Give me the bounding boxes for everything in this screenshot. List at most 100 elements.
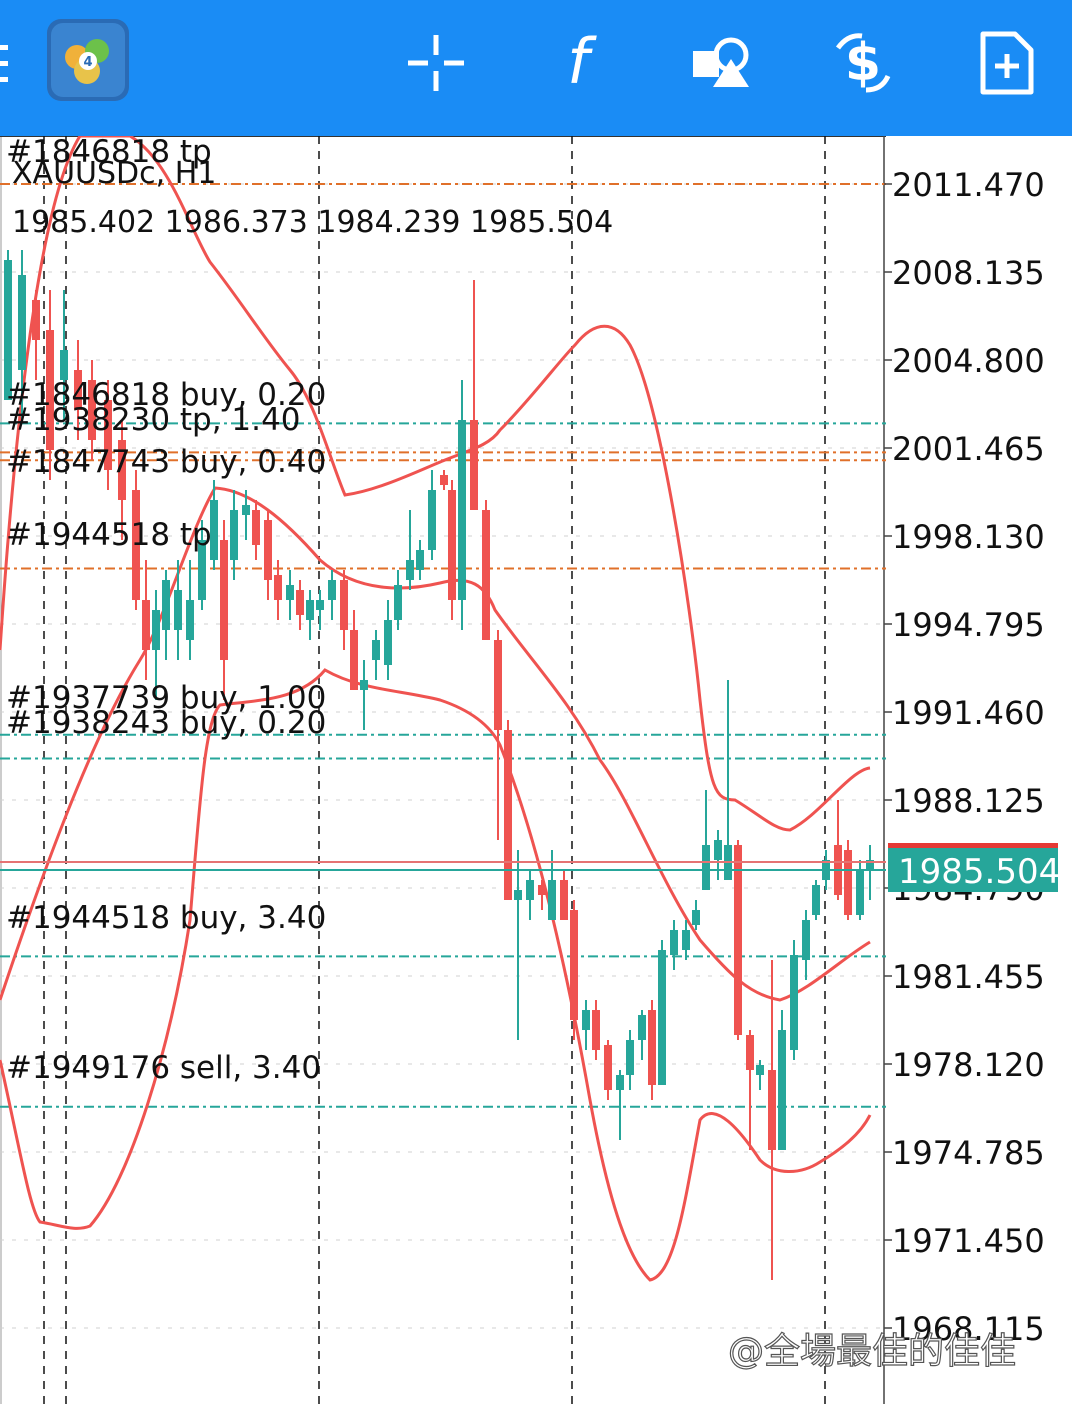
candle-body	[570, 910, 578, 1020]
candle-body	[844, 850, 852, 915]
candle-body	[384, 620, 392, 665]
price-chart[interactable]: #1846818 tp #1846818 buy, 0.20#1938230 tp…	[0, 134, 1072, 1404]
candle-body	[714, 840, 722, 860]
candle-body	[440, 475, 448, 485]
candle-body	[4, 260, 12, 400]
order-label: #1938243 buy, 0.20	[6, 705, 326, 741]
svg-text:4: 4	[83, 55, 92, 70]
candle-body	[734, 845, 742, 1035]
candle-body	[210, 500, 218, 560]
candle-body	[60, 350, 68, 380]
candle-body	[616, 1075, 624, 1090]
candle-body	[132, 490, 140, 600]
candle-body	[74, 370, 82, 410]
candle-body	[306, 600, 314, 620]
trade-icon[interactable]: $	[818, 18, 908, 108]
current-price-label: 1985.504	[898, 852, 1060, 892]
candle-body	[46, 330, 54, 450]
candle-body	[494, 640, 502, 730]
bid-price-marker	[888, 843, 1058, 848]
candle-body	[152, 610, 160, 650]
candle-body	[448, 490, 456, 600]
candle-body	[670, 930, 678, 955]
top-toolbar: 4 f $	[0, 0, 1072, 136]
candle-body	[658, 950, 666, 1085]
candle-body	[32, 300, 40, 340]
new-order-icon[interactable]	[962, 18, 1052, 108]
objects-icon[interactable]	[676, 18, 766, 108]
candle-body	[756, 1065, 764, 1075]
order-label: #1949176 sell, 3.40	[6, 1050, 321, 1086]
candle-body	[274, 575, 282, 600]
candle-body	[866, 860, 874, 870]
price-axis-label: 1991.460	[892, 694, 1045, 732]
candle-body	[394, 585, 402, 620]
order-label: #1846818 buy, 0.20	[6, 377, 326, 413]
candle-body	[504, 730, 512, 900]
price-axis-label: 1994.795	[892, 606, 1045, 644]
indicators-icon[interactable]: f	[533, 18, 623, 108]
candle-body	[360, 680, 368, 690]
candle-body	[604, 1045, 612, 1090]
candle-body	[746, 1035, 754, 1070]
band-line	[0, 668, 872, 1282]
candle-body	[560, 880, 568, 920]
candle-body	[296, 590, 304, 615]
candle-body	[812, 885, 820, 915]
chart-area[interactable]: #1846818 tp #1846818 buy, 0.20 #1938230 tp…	[0, 134, 1072, 1404]
candles	[4, 250, 874, 1280]
candle-body	[186, 600, 194, 640]
candle-body	[264, 520, 272, 580]
candle-body	[638, 1015, 646, 1040]
candle-body	[88, 380, 96, 440]
indicators-glyph: f	[567, 28, 597, 98]
price-axis-label: 1974.785	[892, 1134, 1045, 1172]
price-axis-label: 1981.455	[892, 958, 1045, 996]
price-axis-label: 1978.120	[892, 1046, 1045, 1084]
watermark: @全場最佳的佳佳	[727, 1330, 1017, 1372]
menu-icon[interactable]	[0, 18, 30, 108]
candle-body	[802, 920, 810, 960]
candle-body	[692, 910, 700, 925]
crosshair-icon[interactable]	[391, 18, 481, 108]
candle-body	[118, 440, 126, 500]
price-axis-label: 2001.465	[892, 430, 1045, 468]
candle-body	[174, 590, 182, 630]
price-axis: 2011.470 2008.135 2004.800 2001.465 1998.130…	[884, 166, 1045, 1348]
candle-body	[416, 550, 424, 570]
price-axis-label: 1998.130	[892, 518, 1045, 556]
candle-body	[198, 540, 206, 600]
price-axis-label: 2008.135	[892, 254, 1045, 292]
candle-body	[702, 845, 710, 890]
candle-body	[778, 1030, 786, 1150]
candle-body	[648, 1010, 656, 1085]
candle-body	[856, 870, 864, 915]
order-labels: #1846818 tp #1846818 buy, 0.20#1938230 tp…	[6, 134, 326, 1086]
candle-body	[514, 890, 522, 900]
app-logo-icon[interactable]: 4	[46, 18, 130, 102]
candle-body	[340, 580, 348, 630]
candle-body	[592, 1010, 600, 1050]
candle-body	[252, 510, 260, 545]
candle-body	[350, 630, 358, 690]
candle-body	[682, 930, 690, 950]
candle-body	[548, 880, 556, 920]
candle-body	[458, 420, 466, 600]
price-axis-label: 1971.450	[892, 1222, 1045, 1260]
candle-body	[18, 275, 26, 370]
candle-body	[428, 490, 436, 550]
candle-body	[230, 510, 238, 560]
candle-body	[526, 880, 534, 900]
candle-body	[328, 580, 336, 600]
candle-body	[372, 640, 380, 660]
candle-body	[538, 885, 546, 895]
candle-body	[482, 510, 490, 640]
candle-body	[582, 1010, 590, 1030]
candle-body	[242, 505, 250, 515]
order-label: #1938230 tp, 1.40	[6, 402, 300, 438]
candle-body	[316, 600, 324, 610]
candle-body	[286, 585, 294, 600]
band-line	[0, 134, 871, 832]
order-label: #1937739 buy, 1.00	[6, 680, 326, 716]
candle-body	[142, 600, 150, 650]
